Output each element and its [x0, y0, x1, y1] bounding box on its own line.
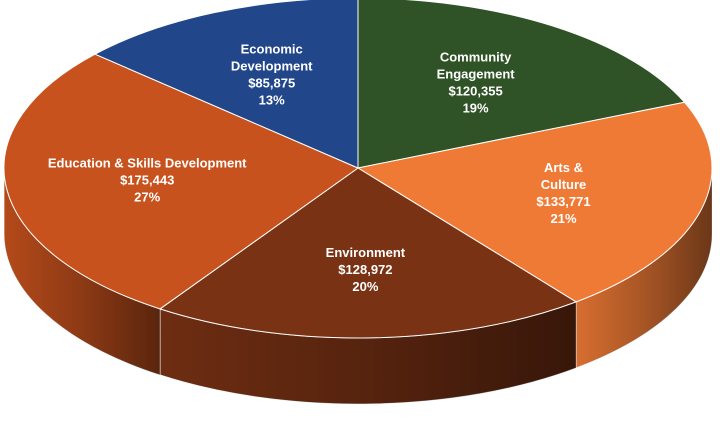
pie-side-shade-education-and-skills-development	[4, 168, 160, 375]
data-label-economic-development: Economic Development $85,875 13%	[231, 41, 313, 107]
pie-labels: Community Engagement $120,355 19% Arts & Cult…	[48, 41, 591, 294]
label-name: Development	[231, 58, 313, 73]
data-label-arts-and-culture: Arts & Culture $133,771 21%	[536, 160, 590, 226]
label-percent: 19%	[463, 101, 489, 116]
pie-slice-arts-and-culture	[357, 101, 713, 303]
label-percent: 21%	[550, 211, 576, 226]
label-name: Economic	[241, 41, 303, 56]
pie-side-shade-arts-and-culture	[576, 168, 712, 368]
label-percent: 20%	[352, 279, 378, 294]
label-value: $175,443	[120, 172, 174, 187]
label-percent: 27%	[134, 189, 160, 204]
label-name: Culture	[541, 177, 587, 192]
data-label-education-and-skills-development: Education & Skills Development $175,443 27…	[48, 155, 247, 204]
data-label-community-engagement: Community Engagement $120,355 19%	[437, 50, 516, 116]
pie-slice-education-and-skills-development	[3, 53, 359, 310]
label-name: Engagement	[437, 67, 516, 82]
label-name: Community	[440, 50, 512, 65]
label-value: $120,355	[448, 84, 502, 99]
label-value: $85,875	[248, 75, 295, 90]
label-name: Arts &	[544, 160, 583, 175]
pie-slice-economic-development	[94, 0, 359, 169]
pie-slice-environment	[159, 167, 577, 339]
data-label-environment: Environment $128,972 20%	[326, 245, 406, 294]
pie-slice-community-engagement	[357, 0, 685, 169]
label-value: $128,972	[338, 262, 392, 277]
label-name: Education & Skills Development	[48, 155, 247, 170]
label-name: Environment	[326, 245, 406, 260]
pie-side-shade-environment	[159, 301, 577, 404]
label-percent: 13%	[259, 92, 285, 107]
pie-top	[3, 0, 713, 339]
label-value: $133,771	[536, 194, 590, 209]
